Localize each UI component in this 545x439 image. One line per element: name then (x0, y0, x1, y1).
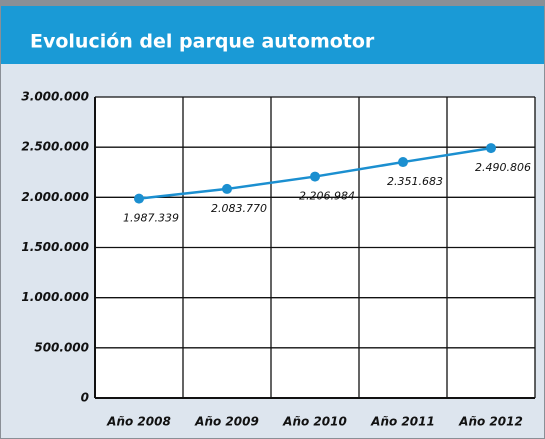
x-tick-label: Año 2009 (194, 415, 259, 429)
value-label: 2.351.683 (387, 175, 443, 188)
value-label: 2.206.984 (299, 190, 355, 203)
point (222, 183, 232, 194)
point (134, 193, 144, 204)
y-tick-label: 500.000 (34, 340, 89, 354)
value-label: 2.490.806 (475, 161, 531, 174)
value-label: 2.083.770 (211, 202, 267, 215)
y-tick-label: 3.000.000 (21, 90, 89, 104)
point (486, 143, 496, 154)
value-label: 1.987.339 (123, 212, 179, 225)
y-tick-label: 0 (81, 391, 89, 405)
x-tick-label: Año 2010 (282, 415, 347, 429)
chart-title: Evolución del parque automotor (30, 31, 375, 53)
point (398, 157, 408, 168)
x-tick-label: Año 2012 (458, 415, 523, 429)
top-strip (0, 0, 545, 6)
x-tick-label: Año 2011 (370, 415, 435, 429)
x-tick-label: Año 2008 (106, 415, 171, 429)
header-bar (0, 6, 545, 64)
point (310, 171, 320, 182)
y-tick-label: 1.500.000 (21, 240, 89, 254)
y-tick-label: 1.000.000 (21, 290, 89, 304)
y-tick-label: 2.500.000 (21, 140, 89, 154)
y-tick-label: 2.000.000 (21, 190, 89, 204)
